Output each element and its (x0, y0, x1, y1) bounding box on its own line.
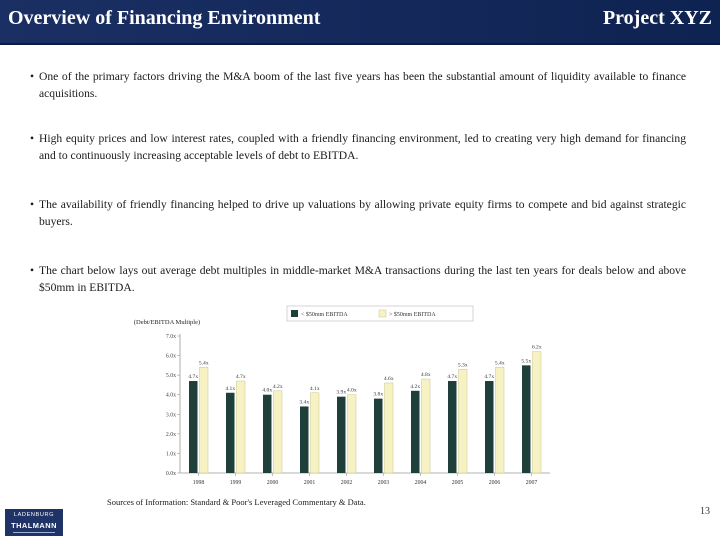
y-tick-label: 0.0x (166, 471, 176, 477)
y-tick-label: 7.0x (166, 334, 176, 340)
y-tick-label: 4.0x (166, 393, 176, 399)
bullet-marker: • (30, 264, 35, 277)
bullet-item: • The availability of friendly financing… (30, 196, 686, 230)
bar-data-label: 3.9x (336, 390, 346, 396)
company-logo: LADENBURG THALMANN (5, 509, 63, 536)
bar-data-label: 4.2x (273, 384, 283, 390)
page-number: 13 (700, 506, 710, 517)
y-tick-label: 5.0x (166, 373, 176, 379)
x-tick-label: 2005 (452, 480, 464, 486)
bar-data-label: 4.0x (262, 388, 272, 394)
bar (495, 367, 505, 474)
x-tick-label: 2000 (267, 480, 279, 486)
bullet-text: The availability of friendly financing h… (39, 198, 686, 228)
bar-data-label: 5.3x (458, 362, 468, 368)
legend-swatch (378, 309, 387, 318)
bar (347, 394, 357, 474)
logo-divider (13, 532, 55, 533)
logo-line-2: THALMANN (11, 521, 57, 530)
bar (273, 390, 283, 474)
x-tick-label: 1998 (193, 480, 205, 486)
bar-data-label: 6.2x (532, 345, 542, 351)
bar (310, 392, 320, 474)
x-tick-label: 2001 (304, 480, 316, 486)
bar (337, 396, 346, 473)
source-note: Sources of Information: Standard & Poor'… (107, 497, 366, 507)
bar (522, 365, 531, 473)
bar-data-label: 4.6x (384, 376, 394, 382)
bar (384, 382, 394, 474)
bar (448, 381, 457, 473)
logo-line-1: LADENBURG (13, 512, 55, 518)
x-tick-label: 2007 (526, 480, 538, 486)
bar-data-label: 4.1x (310, 386, 320, 392)
bar-data-label: 5.4x (199, 360, 209, 366)
bullet-marker: • (30, 198, 35, 211)
y-tick-label: 6.0x (166, 354, 176, 360)
bullet-item: • One of the primary factors driving the… (30, 68, 686, 102)
x-tick-label: 2006 (489, 480, 501, 486)
slide-title: Overview of Financing Environment (8, 7, 321, 29)
legend-label: > $50mm EBITDA (389, 311, 436, 318)
bar (236, 380, 246, 474)
x-tick-label: 2003 (378, 480, 390, 486)
bullet-item: • The chart below lays out average debt … (30, 262, 686, 296)
bar (263, 394, 272, 473)
project-name: Project XYZ (602, 7, 712, 29)
bar-data-label: 5.4x (495, 360, 505, 366)
bar-data-label: 4.8x (421, 372, 431, 378)
x-tick-label: 1999 (230, 480, 242, 486)
bar (300, 406, 309, 473)
bar-data-label: 4.7x (447, 374, 457, 380)
y-tick-label: 2.0x (166, 432, 176, 438)
x-tick-label: 2002 (341, 480, 353, 486)
bar-data-label: 4.1x (225, 386, 235, 392)
bar-data-label: 3.8x (373, 392, 383, 398)
bullet-text: One of the primary factors driving the M… (39, 70, 686, 100)
bar-data-label: 4.7x (236, 374, 246, 380)
bar (458, 369, 468, 474)
bullet-text: High equity prices and low interest rate… (39, 132, 686, 162)
bullet-marker: • (30, 70, 35, 83)
bar-data-label: 4.7x (484, 374, 494, 380)
legend-label: < $50mm EBITDA (301, 311, 348, 318)
y-tick-label: 3.0x (166, 412, 176, 418)
bar-data-label: 5.5x (521, 358, 531, 364)
bar-data-label: 3.4x (299, 399, 309, 405)
bar (411, 390, 420, 473)
bar-data-label: 4.7x (188, 374, 198, 380)
x-tick-label: 2004 (415, 480, 427, 486)
bar (532, 351, 542, 474)
y-axis-label: (Debt/EBITDA Multiple) (134, 319, 200, 326)
legend-swatch (291, 310, 298, 317)
bar (374, 398, 383, 473)
bar (421, 378, 431, 474)
bullet-item: • High equity prices and low interest ra… (30, 130, 686, 164)
bar-data-label: 4.2x (410, 384, 420, 390)
y-tick-label: 1.0x (166, 451, 176, 457)
title-bar: Overview of Financing Environment Projec… (0, 0, 720, 45)
bar-data-label: 4.0x (347, 388, 357, 394)
bar (226, 392, 235, 473)
bar (199, 367, 209, 474)
bar (189, 381, 198, 473)
bar (485, 381, 494, 473)
bullet-marker: • (30, 132, 35, 145)
bullet-text: The chart below lays out average debt mu… (39, 264, 686, 294)
